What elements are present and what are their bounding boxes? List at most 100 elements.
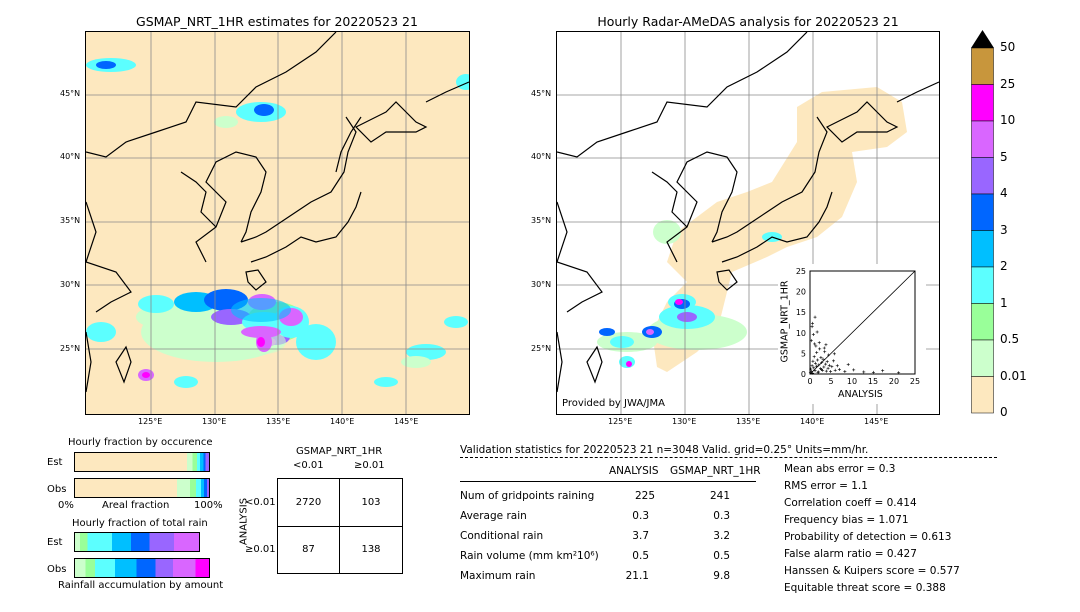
scatter-point bbox=[820, 360, 824, 364]
contingency-col-2: ≥0.01 bbox=[354, 460, 385, 471]
scatter-point bbox=[827, 363, 831, 367]
score-rms: RMS error = 1.1 bbox=[784, 480, 868, 492]
occ-est-label: Est bbox=[47, 457, 63, 468]
scatter-point bbox=[819, 356, 823, 360]
scatter-point bbox=[881, 369, 885, 373]
stats-divider bbox=[460, 481, 756, 482]
lat-label: 45°N bbox=[60, 89, 81, 98]
scatter-xtick: 0 bbox=[807, 377, 812, 386]
scatter-ytick: 5 bbox=[801, 349, 806, 358]
scatter-xtick: 20 bbox=[889, 377, 899, 386]
scatter-xtick: 10 bbox=[847, 377, 857, 386]
scatter-point bbox=[811, 359, 815, 363]
left-map-title: GSMAP_NRT_1HR estimates for 20220523 21 bbox=[136, 14, 418, 29]
scatter-point bbox=[816, 358, 820, 362]
stat-label: Rain volume (mm km²10⁶) bbox=[460, 550, 599, 562]
lon-label: 135°E bbox=[266, 417, 291, 426]
scatter-point bbox=[812, 355, 816, 359]
scatter-point bbox=[810, 364, 814, 368]
stat-analysis: 21.1 bbox=[625, 570, 649, 582]
colorbar-label: 3 bbox=[1000, 222, 1008, 237]
scatter-point bbox=[817, 363, 821, 367]
stat-analysis: 225 bbox=[634, 490, 655, 502]
cell-0-0: 2720 bbox=[295, 497, 322, 508]
scatter-ytick: 10 bbox=[796, 329, 806, 338]
cell-1-0: 87 bbox=[302, 544, 315, 555]
scatter-point bbox=[811, 332, 815, 336]
validation-header: Validation statistics for 20220523 21 n=… bbox=[460, 444, 869, 456]
colorbar-label: 0.5 bbox=[1000, 332, 1020, 346]
scatter-point bbox=[846, 363, 850, 367]
contingency-row-1: <0.01 bbox=[245, 497, 276, 508]
contingency-grid: 2720 103 87 138 bbox=[277, 478, 403, 574]
lat-label: 30°N bbox=[531, 280, 552, 289]
scatter-point bbox=[862, 370, 866, 374]
rain-areas bbox=[86, 58, 469, 388]
score-corr: Correlation coeff = 0.414 bbox=[784, 497, 917, 509]
score-bias: Frequency bias = 1.071 bbox=[784, 514, 909, 526]
colorbar-label: 0.01 bbox=[1000, 368, 1027, 383]
scatter-point bbox=[833, 368, 837, 372]
scatter-point bbox=[812, 366, 816, 370]
scatter-point bbox=[814, 364, 818, 368]
colorbar-label: 4 bbox=[1000, 186, 1008, 200]
scatter-point bbox=[835, 364, 839, 368]
stat-gsmap: 241 bbox=[709, 490, 730, 502]
scatter-point bbox=[813, 342, 817, 346]
col-gsmap: GSMAP_NRT_1HR bbox=[670, 465, 761, 477]
scatter-point bbox=[810, 325, 814, 329]
scatter-point bbox=[816, 370, 820, 374]
colorbar-label: 50 bbox=[1000, 40, 1016, 54]
stat-label: Maximum rain bbox=[460, 570, 536, 582]
lon-label: 130°E bbox=[672, 417, 697, 426]
validation-divider bbox=[460, 457, 997, 458]
stat-gsmap: 9.8 bbox=[713, 570, 730, 582]
lat-label: 45°N bbox=[531, 89, 552, 98]
scatter-point bbox=[824, 362, 828, 366]
colorbar-label: 10 bbox=[1000, 113, 1016, 127]
scatter-xlabel: ANALYSIS bbox=[838, 389, 883, 400]
colorbar-label: 2 bbox=[1000, 259, 1008, 273]
stat-label: Conditional rain bbox=[460, 530, 544, 542]
colorbar-svg bbox=[971, 30, 994, 414]
lat-label: 25°N bbox=[531, 344, 552, 353]
colorbar-segment bbox=[971, 303, 994, 341]
scatter-point bbox=[811, 371, 815, 375]
lat-label: 30°N bbox=[60, 280, 81, 289]
tot-obs-bar bbox=[74, 558, 210, 578]
scatter-ylabel: GSMAP_NRT_1HR bbox=[779, 280, 791, 363]
cell-0-1: 103 bbox=[361, 497, 381, 508]
cell-1-1: 138 bbox=[361, 544, 381, 555]
scatter-xtick: 5 bbox=[828, 377, 833, 386]
scatter-point bbox=[815, 330, 819, 334]
occ-xtick-0: 0% bbox=[58, 500, 74, 511]
colorbar-segment bbox=[971, 339, 994, 377]
scatter-ytick: 20 bbox=[796, 288, 806, 297]
scatter-point bbox=[809, 367, 813, 371]
scatter-point bbox=[824, 369, 828, 373]
colorbar-segment bbox=[971, 47, 994, 85]
stat-label: Num of gridpoints raining bbox=[460, 490, 595, 502]
credit-text: Provided by JWA/JMA bbox=[562, 398, 665, 409]
gsmap-map-svg bbox=[86, 32, 469, 414]
occ-obs-label: Obs bbox=[47, 484, 67, 495]
scatter-xtick: 25 bbox=[910, 377, 920, 386]
score-far: False alarm ratio = 0.427 bbox=[784, 548, 917, 560]
tot-est-bar bbox=[74, 532, 200, 552]
scatter-ytick: 15 bbox=[796, 308, 806, 317]
scatter-point bbox=[809, 339, 813, 343]
scatter-point bbox=[813, 369, 817, 373]
scatter-point bbox=[822, 346, 826, 350]
lon-label: 145°E bbox=[394, 417, 419, 426]
scatter-point bbox=[852, 368, 856, 372]
coastlines bbox=[557, 32, 939, 393]
tot-xlabel: Rainfall accumulation by amount bbox=[58, 580, 224, 591]
contingency-row-2: ≥0.01 bbox=[245, 544, 276, 555]
scatter-point bbox=[832, 359, 836, 363]
colorbar bbox=[971, 30, 994, 414]
score-ets: Equitable threat score = 0.388 bbox=[784, 582, 946, 594]
map-grid bbox=[86, 32, 469, 414]
scatter-point bbox=[815, 351, 819, 355]
scatter-point bbox=[816, 370, 820, 374]
lon-label: 140°E bbox=[800, 417, 825, 426]
